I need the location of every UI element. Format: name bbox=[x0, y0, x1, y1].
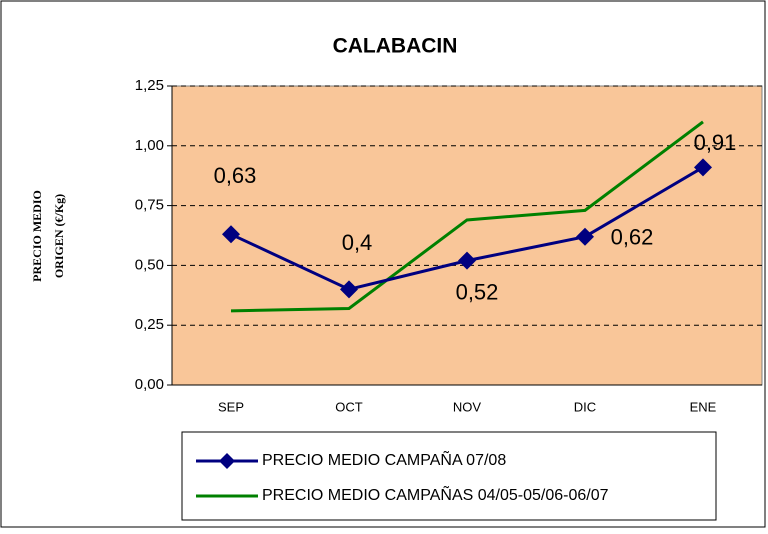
legend-marker bbox=[219, 453, 235, 469]
y-axis-label-line: PRECIO MEDIO bbox=[30, 190, 44, 282]
data-label: 0,91 bbox=[694, 130, 737, 155]
data-label: 0,4 bbox=[342, 230, 373, 255]
marker bbox=[340, 280, 358, 299]
x-tick-label: OCT bbox=[335, 399, 363, 414]
legend-box bbox=[181, 431, 717, 521]
marker bbox=[222, 225, 240, 244]
y-tick-label: 0,25 bbox=[135, 316, 164, 333]
data-label: 0,62 bbox=[611, 225, 654, 250]
y-tick-label: 0,50 bbox=[135, 256, 164, 273]
marker bbox=[458, 251, 476, 270]
data-label: 0,63 bbox=[214, 163, 257, 188]
y-tick-label: 0,00 bbox=[135, 376, 164, 393]
legend-label: PRECIO MEDIO CAMPAÑAS 04/05-05/06-06/07 bbox=[262, 484, 609, 504]
data-label: 0,52 bbox=[456, 279, 499, 304]
x-tick-label: ENE bbox=[690, 399, 717, 414]
marker bbox=[576, 227, 594, 246]
legend-label: PRECIO MEDIO CAMPAÑA 07/08 bbox=[262, 449, 506, 469]
chart-title: CALABACIN bbox=[333, 35, 458, 58]
marker bbox=[694, 158, 712, 177]
y-tick-label: 1,25 bbox=[135, 77, 164, 94]
x-tick-label: DIC bbox=[574, 399, 596, 414]
plot-area bbox=[171, 85, 763, 386]
y-axis-label: PRECIO MEDIO ORIGEN (€/Kg) bbox=[30, 190, 66, 282]
x-tick-label: NOV bbox=[453, 399, 482, 414]
y-tick-label: 1,00 bbox=[135, 137, 164, 154]
y-axis-label-line: ORIGEN (€/Kg) bbox=[52, 194, 66, 278]
y-tick-label: 0,75 bbox=[135, 197, 164, 214]
series-line bbox=[230, 120, 704, 313]
x-tick-label: SEP bbox=[218, 399, 244, 414]
